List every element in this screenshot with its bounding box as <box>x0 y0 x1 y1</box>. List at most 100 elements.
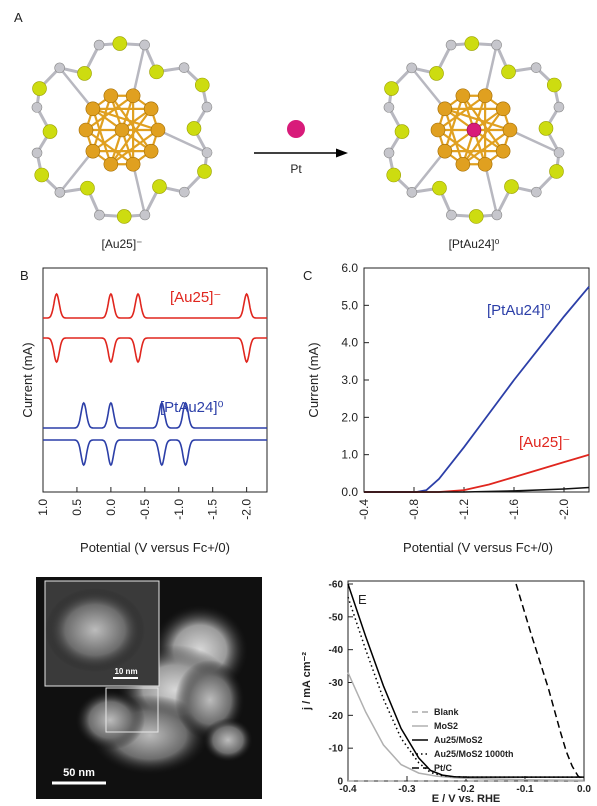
panel-e-y-tick-label: -20 <box>329 711 344 722</box>
panel-b-y-axis-title: Current (mA) <box>20 342 35 417</box>
gold-atom <box>103 156 119 172</box>
panel-e-x-axis-title: E / V vs. RHE <box>432 793 500 805</box>
panel-c-ptau24-label: [PtAu24]⁰ <box>487 302 551 319</box>
panel-c-y-axis-title: Current (mA) <box>306 342 321 417</box>
sulfur-atom <box>42 124 58 139</box>
panel-e-y-tick-label: -60 <box>329 580 344 591</box>
sulfur-atom <box>549 164 564 179</box>
panel-e-x-tick-label: -0.1 <box>516 784 534 795</box>
panel-e-series <box>347 583 585 782</box>
carbon-atom <box>201 147 213 158</box>
sulfur-atom <box>384 81 399 96</box>
main-scale-label: 50 nm <box>63 767 95 779</box>
panel-c-y-tick-label: 0.0 <box>341 485 358 499</box>
gold-atom <box>437 143 453 159</box>
panel-b: B 1.0 0.5 0.0 -0.5 -1.0 -1.5 -2.0 [Au25]⁻ [PtA… <box>20 267 268 555</box>
ligand-bond <box>131 44 146 97</box>
au25-cluster-structure <box>31 36 213 224</box>
panel-b-x-tick-label: 1.0 <box>36 499 50 516</box>
ligand-bond <box>157 128 208 154</box>
panel-c-y-tick-label: 6.0 <box>341 261 358 275</box>
sulfur-atom <box>546 77 562 93</box>
ligand-bond <box>58 67 94 110</box>
core-bond <box>443 95 464 152</box>
gold-atom <box>477 88 493 104</box>
gold-atom <box>430 122 446 138</box>
panel-c-ticks: -0.4 -0.8 -1.2 -1.6 -2.0 0.0 1.0 2.0 3.0 4.0 5.0 6.… <box>341 261 571 520</box>
panel-c-y-tick-label: 5.0 <box>341 298 358 312</box>
carbon-atom <box>139 209 151 221</box>
core-bond <box>85 94 134 131</box>
sulfur-atom <box>32 81 47 96</box>
panel-e-legend-label: Pt/C <box>434 763 453 773</box>
gold-atom <box>78 122 94 138</box>
panel-e-legend-label: Blank <box>434 707 460 717</box>
reaction-arrowhead-icon <box>336 148 348 158</box>
sulfur-atom <box>116 209 132 224</box>
core-bond <box>437 94 486 131</box>
carbon-atom <box>139 39 150 51</box>
sulfur-atom <box>386 167 402 183</box>
carbon-atom <box>31 102 43 113</box>
panel-c-y-tick-label: 3.0 <box>341 373 358 387</box>
reaction-arrow-label: Pt <box>290 162 302 176</box>
ligand-bond <box>410 67 446 110</box>
panel-e-y-tick-label: -30 <box>329 678 344 689</box>
sulfur-atom <box>394 124 410 139</box>
panel-e-x-tick-label: -0.3 <box>398 784 416 795</box>
panel-c-x-axis-title: Potential (V versus Fc+/0) <box>403 540 553 555</box>
panel-e-x-tick-label: 0.0 <box>577 784 591 795</box>
ligand-bond <box>131 163 147 216</box>
gold-atom <box>143 101 159 117</box>
sulfur-atom <box>186 121 202 136</box>
panel-c-x-tick-label: -0.4 <box>357 499 371 520</box>
baseline-current-curve <box>364 486 590 493</box>
panel-c-y-tick-label: 4.0 <box>341 336 358 350</box>
panel-b-x-axis-title: Potential (V versus Fc+/0) <box>80 540 230 555</box>
sulfur-atom <box>468 209 484 224</box>
carbon-atom <box>54 187 66 198</box>
core-bond <box>443 108 464 165</box>
inset-scale-label: 10 nm <box>114 667 137 676</box>
panel-b-x-tick-label: 0.0 <box>104 499 118 516</box>
panel-c-frame <box>363 267 590 493</box>
gold-atom <box>477 156 493 172</box>
core-bond <box>110 129 159 166</box>
core-bond <box>91 108 112 165</box>
panel-b-x-tick-label: -0.5 <box>138 499 152 520</box>
gold-atom <box>502 122 518 138</box>
core-bond <box>109 108 153 165</box>
central-gold-atom <box>114 122 130 138</box>
carbon-atom <box>553 101 565 113</box>
tem-zoom-region <box>105 687 159 733</box>
panel-c-y-tick-label: 2.0 <box>341 410 358 424</box>
panel-b-x-tick-label: -2.0 <box>240 499 254 520</box>
panel-c: C -0.4 -0.8 -1.2 -1.6 -2.0 0.0 1.0 2.0 3.0 4.0 5.0… <box>303 261 590 555</box>
panel-e-y-tick-label: -10 <box>329 744 344 755</box>
sulfur-atom <box>197 164 212 179</box>
core-bond <box>462 129 511 166</box>
panel-c-letter: C <box>303 268 312 283</box>
sulfur-atom <box>77 66 92 81</box>
ptau24-current-curve <box>364 286 590 493</box>
sulfur-atom <box>34 167 50 183</box>
panel-e-legend: Blank MoS2 Au25/MoS2 Au25/MoS2 1000th Pt/C <box>412 707 514 773</box>
sulfur-atom <box>149 64 164 80</box>
panel-e-series-line <box>347 596 584 778</box>
ligand-bond <box>483 44 498 97</box>
sulfur-atom <box>429 66 444 81</box>
panel-b-x-tick-label: -1.0 <box>172 499 186 520</box>
sulfur-atom <box>504 179 519 194</box>
carbon-atom <box>491 209 503 221</box>
ptau24-voltammogram <box>43 401 267 467</box>
gold-atom <box>495 101 511 117</box>
panel-c-x-tick-label: -0.8 <box>407 499 421 520</box>
sulfur-atom <box>464 36 480 51</box>
carbon-atom <box>446 209 457 221</box>
gold-atom <box>455 88 471 104</box>
panel-c-x-tick-label: -1.6 <box>507 499 521 520</box>
au25-current-curve <box>364 453 590 493</box>
panel-c-x-tick-label: -1.2 <box>457 499 471 520</box>
gold-atom <box>125 156 141 172</box>
core-bond <box>85 129 134 166</box>
